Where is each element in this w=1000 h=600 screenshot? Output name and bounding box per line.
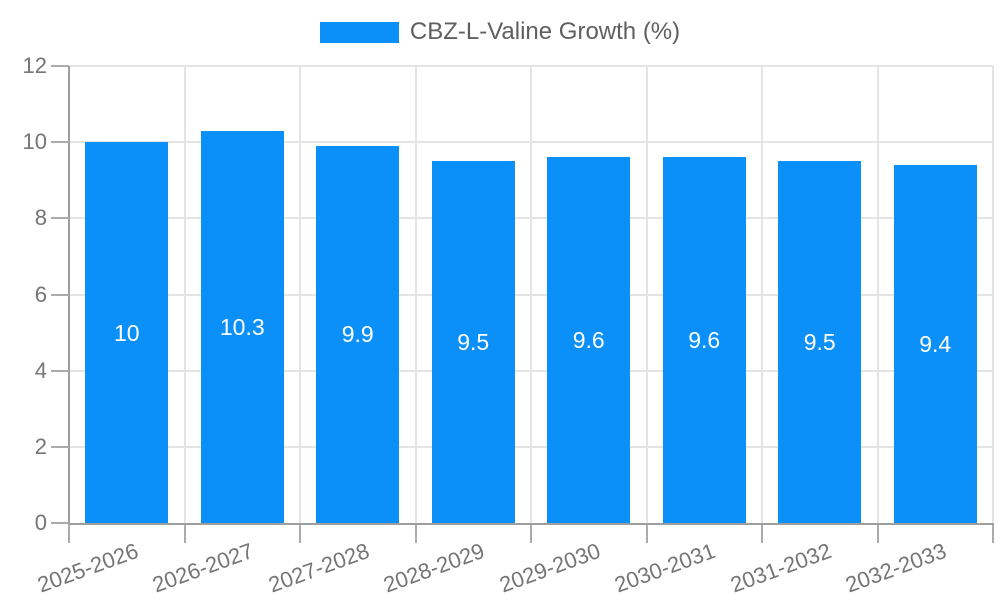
x-axis-tick [992, 525, 994, 543]
bar[interactable] [662, 157, 746, 523]
y-axis-tick [51, 141, 69, 144]
bar-value-label: 9.6 [688, 327, 721, 354]
y-axis-tick [51, 217, 69, 220]
y-tick-label: 4 [34, 357, 47, 383]
bar[interactable] [316, 145, 400, 523]
y-tick-label: 12 [22, 53, 47, 78]
bar[interactable] [893, 165, 977, 523]
grid-line-vertical [645, 66, 648, 523]
grid-line-vertical [299, 66, 301, 523]
x-axis [68, 523, 994, 525]
legend-label: CBZ-L-Valine Growth (%) [409, 18, 681, 45]
x-axis-tick [530, 525, 532, 543]
y-tick-label: 8 [34, 205, 47, 231]
y-axis [68, 66, 70, 543]
y-axis-tick [51, 445, 69, 448]
bar-value-label: 9.5 [457, 329, 490, 356]
x-axis-tick [183, 525, 186, 543]
y-tick-label: 0 [34, 510, 47, 535]
legend-swatch [319, 21, 399, 43]
x-axis-tick [876, 525, 879, 543]
bar-value-label: 9.4 [919, 331, 952, 357]
y-axis-tick [51, 65, 69, 67]
bar[interactable] [778, 161, 862, 523]
grid-line-vertical [761, 66, 763, 523]
x-axis-tick [68, 525, 70, 543]
bar[interactable] [85, 142, 169, 523]
legend[interactable]: CBZ-L-Valine Growth (%) [0, 20, 1000, 44]
bar-value-label: 9.5 [803, 329, 836, 356]
y-axis-tick [51, 293, 69, 296]
bar-value-label: 10 [113, 319, 140, 346]
grid-line-vertical [992, 66, 994, 523]
grid-line-vertical [414, 66, 417, 523]
bar[interactable] [431, 161, 515, 523]
x-axis-tick [645, 525, 648, 543]
x-axis-tick [761, 525, 763, 543]
y-axis-tick [51, 522, 69, 524]
grid-line-vertical [530, 66, 532, 523]
bar[interactable] [547, 157, 631, 523]
y-tick-label: 10 [22, 129, 47, 155]
bar-value-label: 9.9 [341, 321, 374, 348]
x-axis-tick [414, 525, 417, 543]
grid-line-vertical [876, 66, 879, 523]
y-tick-label: 2 [34, 433, 47, 459]
bar-value-label: 10.3 [219, 313, 265, 340]
bar[interactable] [200, 130, 284, 523]
grid-line-vertical [183, 66, 186, 523]
y-axis-tick [51, 369, 69, 372]
y-tick-label: 6 [34, 281, 47, 307]
bar-value-label: 9.6 [572, 327, 605, 354]
x-axis-tick [299, 525, 301, 543]
